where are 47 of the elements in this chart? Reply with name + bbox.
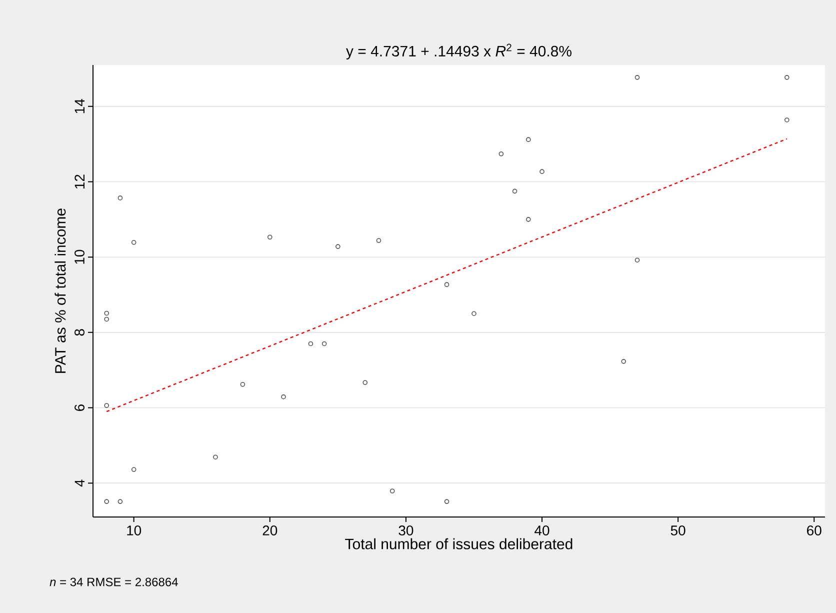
point <box>240 382 246 387</box>
y-axis-title: PAT as % of total income <box>54 208 66 373</box>
x-tick-label: 50 <box>670 526 686 536</box>
x-tick-label: 30 <box>398 526 414 536</box>
point <box>336 244 340 249</box>
point <box>784 75 790 80</box>
point <box>104 316 110 322</box>
point <box>322 341 327 346</box>
point <box>104 499 110 504</box>
y-tick-label: 10 <box>74 250 84 264</box>
y-tick-label: 4 <box>74 480 84 487</box>
point <box>308 341 314 346</box>
point <box>118 499 123 504</box>
point <box>526 137 531 142</box>
point <box>376 238 382 243</box>
point <box>390 488 395 494</box>
x-axis-title: Total number of issues deliberated <box>345 538 572 550</box>
point <box>784 118 790 122</box>
point <box>131 467 136 472</box>
point <box>444 282 450 287</box>
point <box>472 311 476 316</box>
x-tick-label: 40 <box>534 526 550 536</box>
point <box>498 151 504 156</box>
point <box>526 217 531 222</box>
x-tick-label: 60 <box>807 526 822 536</box>
point <box>267 234 272 240</box>
point <box>634 75 640 80</box>
x-tick-label: 10 <box>127 526 142 536</box>
point <box>104 310 110 316</box>
point <box>281 394 286 400</box>
point <box>131 240 136 245</box>
point <box>362 380 368 385</box>
chart-title: y = 4.7371 + .14493 x R$^{2}$ = 40.8% <box>346 44 572 60</box>
x-tick-label: 20 <box>262 526 278 536</box>
point <box>621 359 626 364</box>
point <box>634 258 640 262</box>
y-tick-label: 6 <box>74 404 84 411</box>
text: n = 34 RMSE = 2.86864 <box>50 578 178 586</box>
y-tick-label: 12 <box>74 174 84 188</box>
point <box>104 403 110 408</box>
point <box>540 169 544 174</box>
point <box>213 454 218 460</box>
y-tick-label: 8 <box>74 329 84 336</box>
point <box>118 196 123 200</box>
point <box>444 499 450 504</box>
point <box>512 188 518 194</box>
y-tick-label: 14 <box>74 99 84 114</box>
